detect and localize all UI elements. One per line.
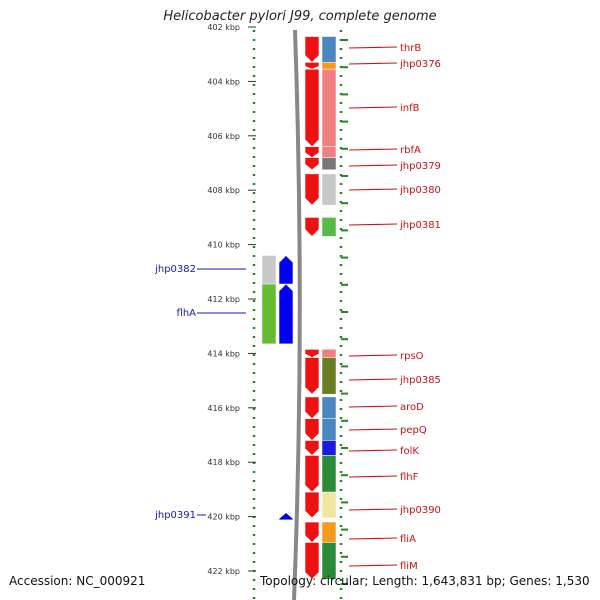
gene-label-flhA: flhA [177,308,197,319]
axis-tick-label: 420 kbp [207,513,240,522]
gene-label-jhp0381: jhp0381 [399,220,441,231]
gene-label-pepQ: pepQ [400,425,427,436]
label-leader [348,62,398,65]
gene-label-folK: folK [400,446,419,457]
gene-label-rpsO: rpsO [400,351,424,362]
gene-label-jhp0385: jhp0385 [399,375,441,386]
genome-backbone-line [292,29,302,600]
cog-bar-fliM [321,542,337,580]
label-leader [348,508,398,511]
gene-arrow-rbfA [304,146,320,158]
label-leader [348,164,398,167]
gene-arrow-jhp0379 [304,157,320,171]
label-leader [348,188,398,191]
gene-label-rbfA: rbfA [400,145,421,156]
axis-tick-label: 412 kbp [207,295,240,304]
dotted-tracks [252,30,348,600]
gene-arrow-jhp0390 [304,491,320,519]
axis-tick-label: 406 kbp [207,132,240,141]
topology-text: Topology: circular; Length: 1,643,831 bp… [260,574,590,588]
gene-label-jhp0382: jhp0382 [154,264,196,275]
cog-bar-pepQ [321,418,337,441]
gene-label-fliA: fliA [400,534,416,545]
accession-text: Accession: NC_000921 [9,574,146,588]
label-leader [348,148,398,151]
cog-bar-jhp0385 [321,357,337,395]
gene-label-jhp0380: jhp0380 [399,185,441,196]
cog-bar-jhp0380 [321,173,337,206]
label-leader [348,475,398,478]
gene-arrow-thrB [304,36,320,63]
gene-arrow-rpsO [304,349,320,358]
axis-tick-label: 422 kbp [207,567,240,576]
gene-arrow-fliA [304,521,320,543]
label-leader [348,405,398,408]
label-leader [348,223,398,226]
gene-label-infB: infB [400,103,420,114]
cog-bar-thrB [321,36,337,63]
gene-label-jhp0390: jhp0390 [399,505,441,516]
axis-tick-label: 416 kbp [207,404,240,413]
cog-bar-rbfA [321,146,337,158]
cog-bar-jhp0376 [321,62,337,70]
cog-bar-jhp0390 [321,491,337,519]
cog-bar-jhp0382 [261,255,277,285]
cog-bar-flhF [321,455,337,493]
axis-tick-label: 408 kbp [207,186,240,195]
label-leader [348,46,398,49]
axis-tick-label: 404 kbp [207,77,240,86]
gene-arrow-flhA [278,283,294,345]
gene-label-jhp0376: jhp0376 [399,59,441,70]
gene-arrow-folK [304,440,320,456]
gene-arrow-jhp0381 [304,217,320,237]
gene-label-fliM: fliM [400,561,418,572]
label-leader [348,428,398,431]
gene-arrow-fliM [304,542,320,580]
gene-arrow-jhp0376 [304,62,320,70]
position-axis: 402 kbp 404 kbp 406 kbp 408 kbp 410 kbp 412 k… [207,23,256,576]
gene-arrow-jhp0385 [304,357,320,395]
label-leader [348,354,398,357]
cog-bar-fliA [321,521,337,543]
cog-bar-jhp0381 [321,217,337,237]
label-leader [348,106,398,109]
cog-bar-infB [321,68,337,147]
gene-label-flhF: flhF [400,472,419,483]
label-leader [348,449,398,452]
cog-bar-folK [321,440,337,456]
axis-tick-label: 414 kbp [207,349,240,358]
gene-arrow-jhp0391 [278,512,294,521]
gene-features [261,36,337,580]
axis-tick-label: 418 kbp [207,458,240,467]
gene-labels: thrB jhp0376 infB rbfA jhp0379 jhp0380 jhp0381… [154,43,441,572]
gene-label-aroD: aroD [400,402,424,413]
cog-bar-jhp0379 [321,157,337,171]
map-title: Helicobacter pylori J99, complete genome [163,9,437,24]
cog-bar-flhA [261,283,277,345]
label-leader [348,537,398,540]
axis-tick-label: 410 kbp [207,241,240,250]
gene-label-thrB: thrB [400,43,421,54]
cog-bar-rpsO [321,349,337,358]
gene-arrow-jhp0380 [304,173,320,206]
gene-arrow-infB [304,68,320,148]
gene-label-jhp0379: jhp0379 [399,161,441,172]
label-leader [348,564,398,567]
label-leader [348,378,398,381]
gene-arrow-flhF [304,455,320,493]
gene-arrow-pepQ [304,418,320,441]
gene-label-jhp0391: jhp0391 [154,510,196,521]
genome-backbone [287,29,303,600]
gene-arrow-jhp0382 [278,255,294,285]
axis-tick-label: 402 kbp [207,23,240,32]
gene-arrow-aroD [304,396,320,420]
cog-bar-aroD [321,396,337,419]
